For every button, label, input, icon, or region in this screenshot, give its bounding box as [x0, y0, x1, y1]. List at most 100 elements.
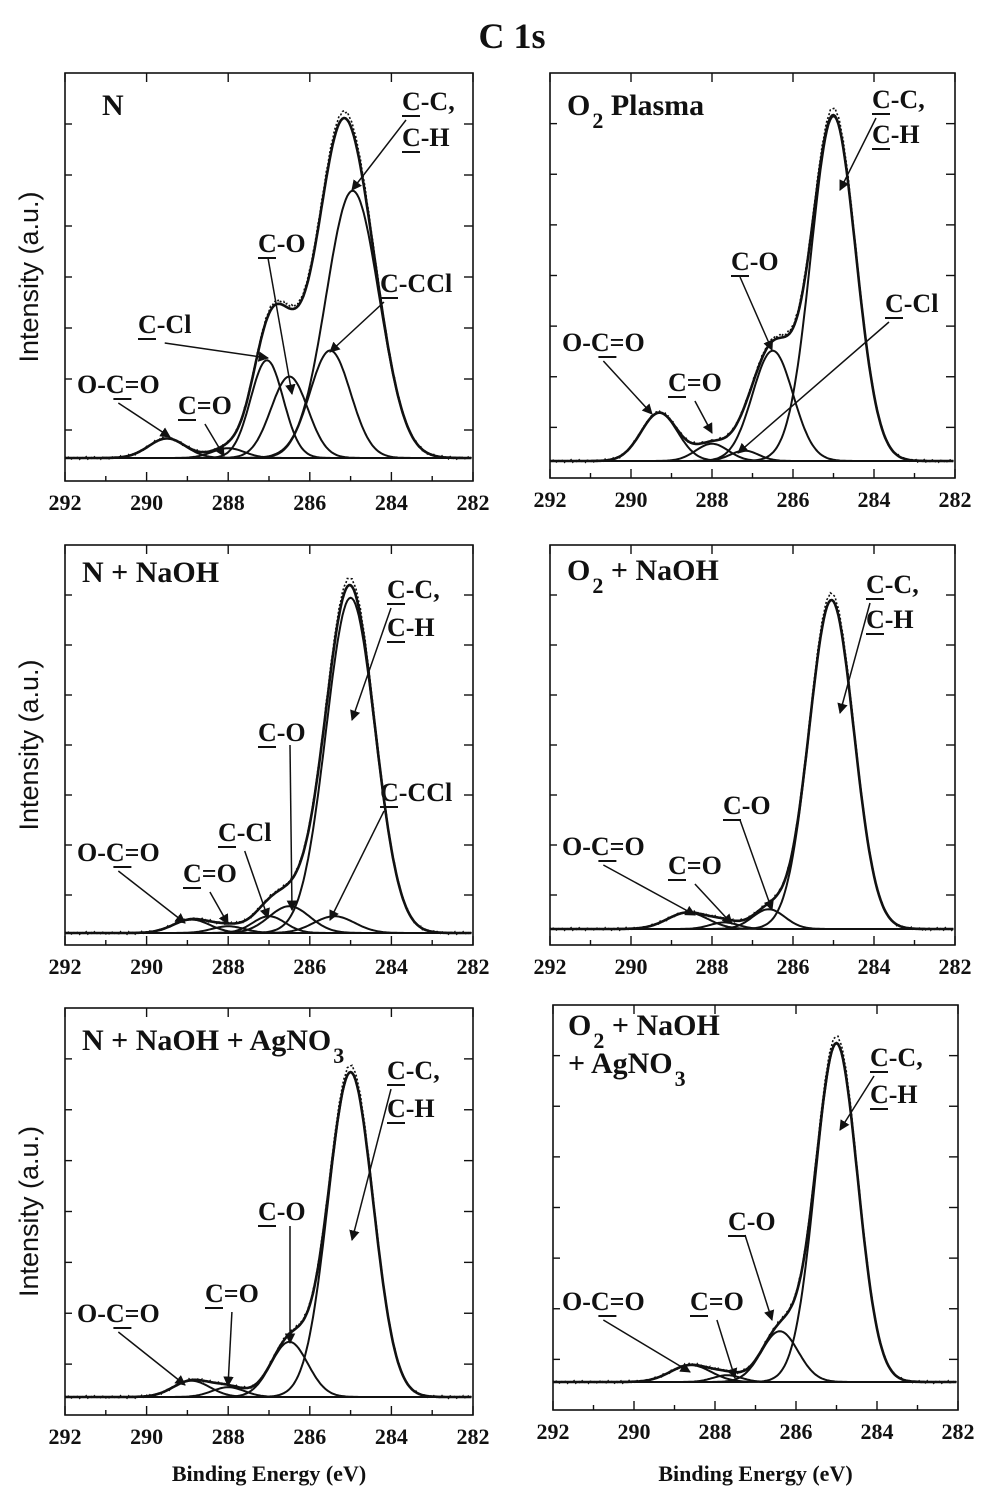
panel-1: 292 290 288 286 284 282 N Intensity (a.u.) C-C, C…	[14, 72, 490, 515]
x-tick-label: 284	[858, 487, 891, 512]
component-peak	[550, 908, 954, 930]
panel-5: 292 290 288 286 284 282 N + NaOH + AgNO3 Intens…	[14, 1007, 490, 1486]
peak-annotation: C=O	[668, 368, 722, 397]
peak-annotation: O-C=O	[562, 1287, 645, 1316]
x-tick-label: 286	[780, 1419, 813, 1444]
x-tick-label: 284	[375, 490, 408, 515]
annotation-arrow	[223, 1311, 234, 1388]
panel-label: N	[102, 89, 124, 122]
annotation-arrow	[244, 850, 270, 919]
annotation-arrow	[739, 819, 774, 911]
peak-annotation: C-CCl	[380, 269, 452, 298]
x-tick-label: 288	[212, 490, 245, 515]
panel-2: 292 290 288 286 284 282 O2 Plasma C-C, C-H C-Cl C-…	[534, 72, 972, 512]
annotation-arrow	[349, 1088, 392, 1242]
peak-annotation: C-O	[723, 791, 771, 820]
measured-spectrum	[549, 591, 955, 932]
annotation-arrow	[839, 1075, 875, 1131]
annotation-arrow	[716, 1319, 738, 1380]
x-tick-label: 292	[534, 487, 567, 512]
panel-label: O2 Plasma	[567, 89, 704, 133]
panel-label: N + NaOH	[82, 556, 219, 589]
annotation-arrow	[329, 810, 385, 921]
y-axis-label: Intensity (a.u.)	[14, 659, 44, 830]
panel-label: O2 + NaOH + AgNO3	[568, 1009, 720, 1091]
x-tick-label: 284	[858, 954, 891, 979]
x-tick-label: 288	[699, 1419, 732, 1444]
peak-annotation: C=O	[178, 391, 232, 420]
peak-annotation: C-C,	[866, 570, 919, 599]
fitted-envelope	[550, 113, 954, 463]
x-tick-label: 290	[618, 1419, 651, 1444]
annotation-arrow	[204, 423, 225, 457]
peak-annotation: C=O	[668, 851, 722, 880]
x-tick-label: 284	[375, 954, 408, 979]
peak-annotation: O-C=O	[77, 838, 160, 867]
annotation-arrow	[117, 402, 171, 438]
component-peak	[553, 1364, 957, 1383]
component-peak	[65, 915, 472, 934]
x-tick-label: 288	[696, 487, 729, 512]
annotation-arrow	[117, 870, 186, 924]
y-axis-label: Intensity (a.u.)	[14, 191, 44, 362]
x-tick-label: 282	[939, 487, 972, 512]
annotation-arrow	[117, 1331, 186, 1386]
peak-annotation: C-C,	[870, 1043, 923, 1072]
x-tick-label: 282	[942, 1419, 975, 1444]
panel-4: 292 290 288 286 284 282 O2 + NaOH C-C, C-H C-O C=O…	[534, 544, 972, 979]
x-tick-label: 286	[293, 954, 326, 979]
fitted-envelope	[65, 1070, 472, 1399]
x-tick-label: 286	[777, 487, 810, 512]
x-tick-label: 292	[49, 490, 82, 515]
y-axis-label: Intensity (a.u.)	[14, 1126, 44, 1297]
component-peak	[65, 596, 472, 934]
component-peak	[550, 599, 954, 930]
annotation-arrow	[694, 400, 713, 434]
peak-annotation: C-Cl	[138, 310, 191, 339]
x-tick-label: 282	[939, 954, 972, 979]
peak-annotation: C=O	[205, 1279, 259, 1308]
peak-annotation: C=O	[183, 859, 237, 888]
annotation-arrow	[694, 883, 733, 925]
peak-annotation: C-Cl	[218, 818, 271, 847]
measured-spectrum	[549, 107, 955, 464]
peak-annotation: C=O	[690, 1287, 744, 1316]
peak-annotation: C-H	[387, 613, 435, 642]
x-tick-label: 288	[212, 1424, 245, 1449]
annotation-arrow	[351, 119, 407, 191]
x-tick-label: 292	[49, 954, 82, 979]
x-tick-label: 282	[457, 490, 490, 515]
x-tick-label: 290	[130, 1424, 163, 1449]
peak-annotation: C-C,	[387, 1056, 440, 1085]
annotation-arrow	[839, 117, 877, 191]
x-tick-label: 284	[861, 1419, 894, 1444]
peak-annotation: C-H	[872, 120, 920, 149]
peak-annotation: C-O	[258, 1197, 306, 1226]
annotation-arrow	[329, 301, 385, 353]
peak-annotation: C-Cl	[885, 289, 938, 318]
peak-annotation: C-H	[866, 605, 914, 634]
annotation-arrow	[164, 342, 270, 362]
x-tick-label: 284	[375, 1424, 408, 1449]
x-tick-label: 286	[293, 490, 326, 515]
annotation-arrow	[209, 891, 229, 925]
x-tick-label: 290	[615, 487, 648, 512]
annotation-arrow	[737, 321, 890, 454]
peak-annotation: C-C,	[387, 575, 440, 604]
annotation-arrow	[350, 607, 392, 721]
annotation-arrow	[602, 1319, 691, 1373]
peak-annotation: O-C=O	[562, 328, 645, 357]
x-tick-label: 290	[130, 954, 163, 979]
peak-annotation: C-H	[402, 123, 450, 152]
figure-title: C 1s	[478, 16, 545, 56]
annotation-arrow	[286, 744, 298, 912]
annotation-arrow	[744, 1234, 775, 1322]
component-peak	[65, 349, 472, 459]
x-tick-label: 282	[457, 954, 490, 979]
x-tick-label: 286	[293, 1424, 326, 1449]
x-tick-label: 292	[534, 954, 567, 979]
component-peak	[65, 915, 472, 934]
x-axis-label: Binding Energy (eV)	[172, 1461, 366, 1486]
x-tick-label: 292	[537, 1419, 570, 1444]
peak-annotation: C-O	[731, 247, 779, 276]
